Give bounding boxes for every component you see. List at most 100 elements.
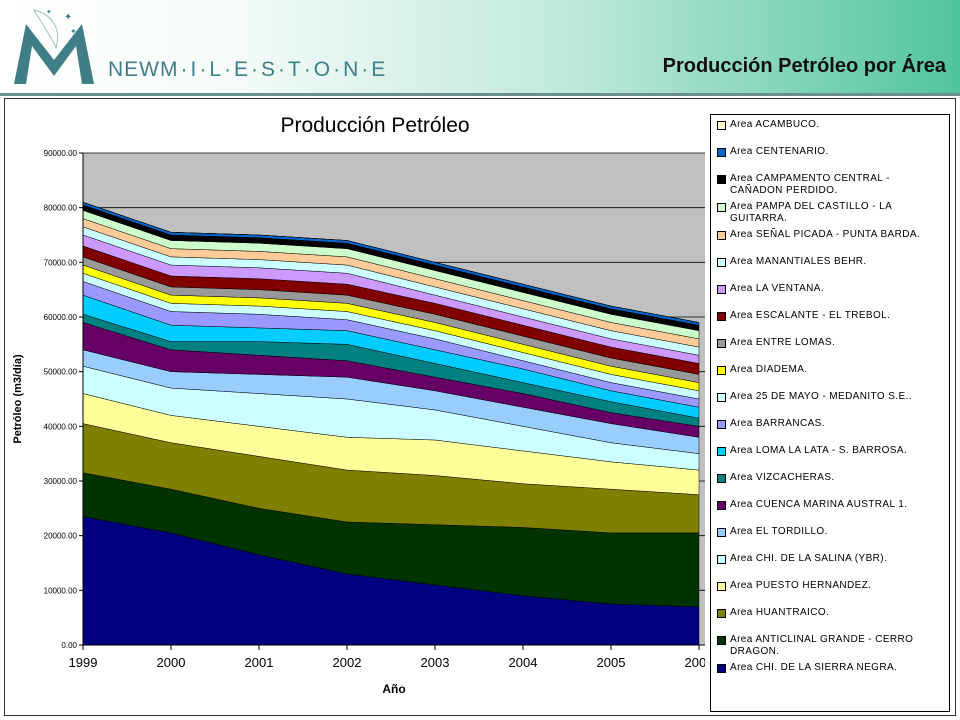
legend-item: Area EL TORDILLO.: [717, 526, 945, 538]
legend-label: Area PUESTO HERNANDEZ.: [730, 580, 872, 591]
x-tick-label: 2001: [245, 655, 274, 670]
legend-swatch: [717, 231, 726, 240]
header-divider: [0, 93, 960, 96]
legend-swatch: [717, 339, 726, 348]
legend-item: Area ESCALANTE - EL TREBOL.: [717, 310, 945, 322]
logo-milestone-text: M·I·L·E·S·T·O·N·E: [160, 58, 389, 81]
newmilestone-logo: ✦ ✦ ✦: [14, 8, 94, 84]
legend-item: Area CENTENARIO.: [717, 146, 945, 158]
page-title: Producción Petróleo por Área: [662, 55, 946, 77]
y-axis-label: Petróleo (m3/día): [12, 354, 24, 444]
legend-swatch: [717, 555, 726, 564]
legend-swatch: [717, 258, 726, 267]
y-tick-label: 10000.00: [44, 586, 78, 595]
logo-new-text: NEW: [108, 58, 160, 81]
stacked-area-chart: 0.00 10000.00 20000.00 30000.00 40000.00 5000…: [12, 114, 705, 696]
y-tick-label: 60000.00: [44, 313, 78, 322]
x-axis-label: Año: [382, 682, 405, 696]
svg-text:✦: ✦: [70, 27, 77, 36]
legend-item: Area ACAMBUCO.: [717, 119, 945, 131]
x-tick-label: 2005: [597, 655, 626, 670]
series-areas: [82, 201, 700, 646]
legend-label: Area DIADEMA.: [730, 364, 808, 375]
legend-item: Area CHI. DE LA SIERRA NEGRA.: [717, 662, 945, 674]
legend-label: Area EL TORDILLO.: [730, 526, 828, 537]
legend-label: Area CHI. DE LA SALINA (YBR).: [730, 553, 888, 564]
x-tick-label: 2006: [685, 655, 705, 670]
legend-swatch: [717, 148, 726, 157]
y-tick-label: 80000.00: [44, 204, 78, 213]
chart-container: 0.00 10000.00 20000.00 30000.00 40000.00 5000…: [4, 98, 956, 716]
header-banner: ✦ ✦ ✦ NEWM·I·L·E·S·T·O·N·E Producción Pe…: [0, 0, 960, 96]
legend-label: Area CENTENARIO.: [730, 146, 829, 157]
legend-swatch: [717, 474, 726, 483]
legend-item: Area PUESTO HERNANDEZ.: [717, 580, 945, 592]
legend-item: Area CAMPAMENTO CENTRAL - CAÑADON PERDID…: [717, 173, 945, 197]
legend-item: Area CHI. DE LA SALINA (YBR).: [717, 553, 945, 565]
legend-item: Area BARRANCAS.: [717, 418, 945, 430]
legend-label: Area PAMPA DEL CASTILLO - LA GUITARRA.: [730, 201, 892, 224]
legend-swatch: [717, 447, 726, 456]
legend-item: Area HUANTRAICO.: [717, 607, 945, 619]
legend-item: Area 25 DE MAYO - MEDANITO S.E..: [717, 391, 945, 403]
legend-swatch: [717, 393, 726, 402]
y-tick-label: 70000.00: [44, 258, 78, 267]
logo-wordmark: NEWM·I·L·E·S·T·O·N·E: [108, 58, 388, 82]
svg-text:✦: ✦: [46, 8, 52, 16]
legend-label: Area BARRANCAS.: [730, 418, 825, 429]
legend-swatch: [717, 420, 726, 429]
legend-swatch: [717, 636, 726, 645]
legend-item: Area PAMPA DEL CASTILLO - LA GUITARRA.: [717, 201, 945, 225]
legend-item: Area ENTRE LOMAS.: [717, 337, 945, 349]
legend-swatch: [717, 366, 726, 375]
legend-item: Area VIZCACHERAS.: [717, 472, 945, 484]
legend-item: Area DIADEMA.: [717, 364, 945, 376]
x-tick-label: 2003: [421, 655, 450, 670]
x-tick-label: 2000: [157, 655, 186, 670]
legend-item: Area CUENCA MARINA AUSTRAL 1.: [717, 499, 945, 511]
x-tick-label: 1999: [69, 655, 98, 670]
y-tick-label: 90000.00: [44, 149, 78, 158]
svg-text:✦: ✦: [64, 12, 72, 23]
y-tick-labels: 0.00 10000.00 20000.00 30000.00 40000.00 5000…: [44, 149, 83, 650]
legend-item: Area LA VENTANA.: [717, 283, 945, 295]
y-tick-label: 40000.00: [44, 422, 78, 431]
chart-legend: Area ACAMBUCO. Area CENTENARIO. Area CAMPA…: [710, 114, 950, 712]
legend-label: Area LOMA LA LATA - S. BARROSA.: [730, 445, 908, 456]
y-tick-label: 30000.00: [44, 477, 78, 486]
x-tick-labels: 1999 2000 2001 2002 2003 2004 2005 2006: [69, 645, 705, 670]
legend-label: Area ENTRE LOMAS.: [730, 337, 836, 348]
x-tick-label: 2002: [333, 655, 362, 670]
legend-label: Area LA VENTANA.: [730, 283, 825, 294]
legend-swatch: [717, 203, 726, 212]
legend-label: Area CAMPAMENTO CENTRAL - CAÑADON PERDID…: [730, 173, 890, 196]
legend-item: Area LOMA LA LATA - S. BARROSA.: [717, 445, 945, 457]
legend-swatch: [717, 582, 726, 591]
x-tick-label: 2004: [509, 655, 538, 670]
legend-swatch: [717, 528, 726, 537]
legend-item: Area MANANTIALES BEHR.: [717, 256, 945, 268]
axes: [82, 153, 705, 646]
legend-label: Area MANANTIALES BEHR.: [730, 256, 867, 267]
legend-label: Area VIZCACHERAS.: [730, 472, 835, 483]
legend-label: Area ESCALANTE - EL TREBOL.: [730, 310, 891, 321]
legend-swatch: [717, 175, 726, 184]
chart-title: Producción Petróleo: [280, 114, 469, 137]
y-tick-label: 0.00: [61, 641, 77, 650]
legend-swatch: [717, 664, 726, 673]
legend-label: Area CHI. DE LA SIERRA NEGRA.: [730, 662, 898, 673]
legend-label: Area ANTICLINAL GRANDE - CERRO DRAGON.: [730, 634, 914, 657]
legend-label: Area CUENCA MARINA AUSTRAL 1.: [730, 499, 908, 510]
legend-swatch: [717, 121, 726, 130]
legend-swatch: [717, 285, 726, 294]
y-tick-label: 50000.00: [44, 368, 78, 377]
legend-swatch: [717, 312, 726, 321]
y-tick-label: 20000.00: [44, 532, 78, 541]
legend-label: Area ACAMBUCO.: [730, 119, 820, 130]
legend-item: Area ANTICLINAL GRANDE - CERRO DRAGON.: [717, 634, 945, 658]
legend-label: Area HUANTRAICO.: [730, 607, 830, 618]
legend-label: Area SEÑAL PICADA - PUNTA BARDA.: [730, 229, 921, 240]
legend-swatch: [717, 501, 726, 510]
legend-item: Area SEÑAL PICADA - PUNTA BARDA.: [717, 229, 945, 241]
legend-label: Area 25 DE MAYO - MEDANITO S.E..: [730, 391, 912, 402]
